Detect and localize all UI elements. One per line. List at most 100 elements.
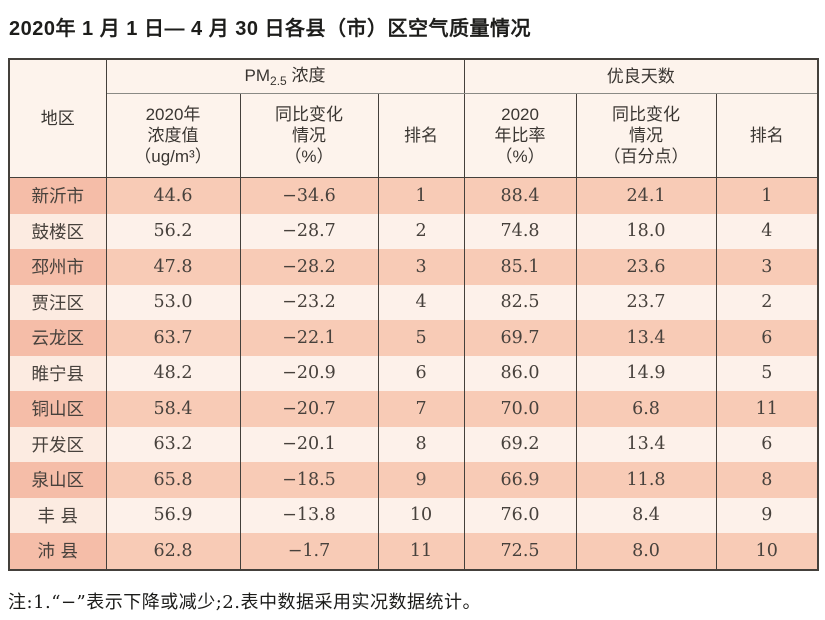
region-cell: 云龙区 [8,320,107,356]
table-row: 铜山区 58.4 −20.7 7 70.0 6.8 11 [8,391,819,427]
pm-rank-cell: 7 [377,391,465,427]
region-cell: 泉山区 [8,462,107,498]
good-rate-cell: 86.0 [463,355,577,391]
pm-change-cell: −28.2 [239,249,379,285]
pm-value-cell: 65.8 [105,462,241,498]
good-rate-cell: 74.8 [463,213,577,249]
pm-value-cell: 58.4 [105,391,241,427]
good-rank-cell: 3 [715,249,819,285]
page-title: 2020年 1 月 1 日— 4 月 30 日各县（市）区空气质量情况 [9,18,532,40]
pm-change-cell: −18.5 [239,462,379,498]
table-row: 泉山区 65.8 −18.5 9 66.9 11.8 8 [8,462,819,498]
good-change-cell: 18.0 [575,213,717,249]
region-cell: 鼓楼区 [8,213,107,249]
good-rate-cell: 76.0 [463,497,577,533]
good-change-cell: 24.1 [575,177,717,214]
good-change-cell: 6.8 [575,391,717,427]
region-cell: 丰 县 [8,497,107,533]
table-row: 贾汪区 53.0 −23.2 4 82.5 23.7 2 [8,284,819,320]
pm-rank-cell: 2 [377,213,465,249]
good-rank-cell: 4 [715,213,819,249]
region-cell: 睢宁县 [8,355,107,391]
pm-value-cell: 62.8 [105,533,241,570]
pm-rank-cell: 10 [377,497,465,533]
column-header-good-change: 同比变化 情况 （百分点） [575,93,717,178]
pm-rank-cell: 6 [377,355,465,391]
pm-value-cell: 48.2 [105,355,241,391]
good-change-cell: 14.9 [575,355,717,391]
table-row: 沛 县 62.8 −1.7 11 72.5 8.0 10 [8,533,819,570]
region-cell: 铜山区 [8,391,107,427]
table-row: 丰 县 56.9 −13.8 10 76.0 8.4 9 [8,497,819,533]
column-header-region: 地区 [8,59,107,178]
pm-change-cell: −20.9 [239,355,379,391]
good-rate-cell: 69.2 [463,426,577,462]
good-rate-cell: 85.1 [463,249,577,285]
pm-value-cell: 44.6 [105,177,241,214]
pm25-label: PM2.5 浓度 [244,65,326,88]
pm-value-cell: 47.8 [105,249,241,285]
good-change-cell: 13.4 [575,320,717,356]
table-body: 新沂市 44.6 −34.6 1 88.4 24.1 1 鼓楼区 56.2 −28.7 2 74.8 1… [8,177,819,570]
pm-change-cell: −28.7 [239,213,379,249]
pm-rank-cell: 4 [377,284,465,320]
good-rank-cell: 1 [715,177,819,214]
pm-change-cell: −20.7 [239,391,379,427]
pm-value-cell: 56.2 [105,213,241,249]
pm-rank-cell: 8 [377,426,465,462]
pm-rank-cell: 5 [377,320,465,356]
header-sub-row: 2020年 浓度值 （ug/m³） 同比变化 情况 （%） 排名 2020 年比… [9,93,819,178]
table-row: 鼓楼区 56.2 −28.7 2 74.8 18.0 4 [8,213,819,249]
pm-value-cell: 53.0 [105,284,241,320]
good-rate-cell: 72.5 [463,533,577,570]
region-cell: 贾汪区 [8,284,107,320]
good-change-cell: 13.4 [575,426,717,462]
table-header: 地区 PM2.5 浓度 优良天数 2020年 浓度值 （ug/m³） 同比变化 … [8,59,819,178]
column-header-good-rate: 2020 年比率 （%） [463,93,577,178]
header-group-row: 地区 PM2.5 浓度 优良天数 [8,59,819,178]
pm-change-cell: −1.7 [239,533,379,570]
good-change-cell: 23.6 [575,249,717,285]
region-cell: 新沂市 [8,177,107,214]
region-cell: 邳州市 [8,249,107,285]
table-row: 睢宁县 48.2 −20.9 6 86.0 14.9 5 [8,355,819,391]
region-cell: 沛 县 [8,533,107,570]
table-row: 云龙区 63.7 −22.1 5 69.7 13.4 6 [8,320,819,356]
region-cell: 开发区 [8,426,107,462]
table-row: 开发区 63.2 −20.1 8 69.2 13.4 6 [8,426,819,462]
good-change-cell: 23.7 [575,284,717,320]
table-row: 邳州市 47.8 −28.2 3 85.1 23.6 3 [8,249,819,285]
pm-rank-cell: 1 [377,177,465,214]
good-change-cell: 8.4 [575,497,717,533]
good-change-cell: 8.0 [575,533,717,570]
column-header-pm-rank: 排名 [377,93,465,178]
pm-change-cell: −34.6 [239,177,379,214]
pm-change-cell: −23.2 [239,284,379,320]
good-rate-cell: 88.4 [463,177,577,214]
good-rate-cell: 66.9 [463,462,577,498]
pm-rank-cell: 9 [377,462,465,498]
pm-value-cell: 63.7 [105,320,241,356]
good-rank-cell: 8 [715,462,819,498]
pm-change-cell: −22.1 [239,320,379,356]
good-rate-cell: 82.5 [463,284,577,320]
column-header-pm-value: 2020年 浓度值 （ug/m³） [105,93,241,178]
column-group-pm25: PM2.5 浓度 [105,59,465,94]
pm-rank-cell: 3 [377,249,465,285]
good-rank-cell: 2 [715,284,819,320]
footnote: 注:1.“−”表示下降或减少;2.表中数据采用实况数据统计。 [8,591,481,613]
good-rate-cell: 70.0 [463,391,577,427]
good-rank-cell: 6 [715,426,819,462]
good-change-cell: 11.8 [575,462,717,498]
good-rank-cell: 11 [715,391,819,427]
pm-change-cell: −13.8 [239,497,379,533]
good-rank-cell: 10 [715,533,819,570]
good-rank-cell: 6 [715,320,819,356]
table-row: 新沂市 44.6 −34.6 1 88.4 24.1 1 [8,177,819,214]
air-quality-table: 地区 PM2.5 浓度 优良天数 2020年 浓度值 （ug/m³） 同比变化 … [8,58,820,571]
pm-rank-cell: 11 [377,533,465,570]
pm25-subscript: 2.5 [270,73,287,88]
good-rate-cell: 69.7 [463,320,577,356]
column-group-good-days: 优良天数 [463,59,819,94]
good-rank-cell: 5 [715,355,819,391]
